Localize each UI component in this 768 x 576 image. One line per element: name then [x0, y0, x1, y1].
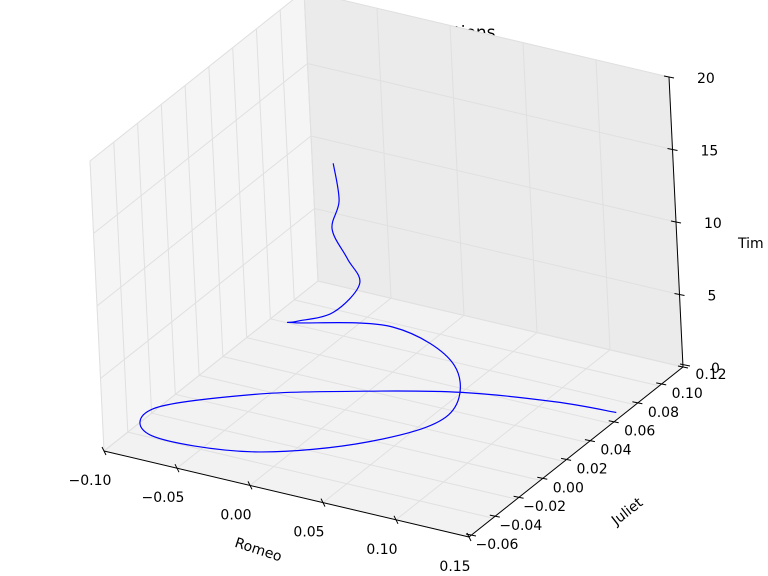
grid-line	[307, 63, 673, 150]
grid-line	[249, 315, 465, 486]
z-tick	[677, 365, 689, 369]
tick-labels: −0.10 −0.05 0.00 0.05 0.10 0.15 −0.06 −0.04 −0.0…	[69, 71, 727, 575]
grid-line	[96, 135, 312, 307]
x-tick-label: 0.05	[293, 525, 324, 541]
x-tick	[101, 446, 107, 456]
z-tick	[667, 148, 678, 151]
grid-line	[127, 431, 493, 519]
y-tick-label: −0.06	[476, 537, 519, 553]
x-tick-label: −0.10	[69, 473, 112, 489]
x-tick	[247, 481, 253, 490]
x-axis-line	[103, 450, 470, 538]
z-tick	[674, 293, 685, 296]
grid-line	[175, 393, 541, 481]
y-tick-label: −0.04	[499, 518, 542, 534]
series-group	[139, 163, 617, 453]
y-axis-label: Juliet	[608, 494, 647, 529]
x-tick	[320, 498, 326, 507]
z-tick-label: 20	[697, 71, 715, 87]
grid-line	[317, 280, 684, 368]
y-tick-label: 0.00	[553, 480, 584, 496]
tick-marks	[101, 75, 691, 542]
z-tick-label: 15	[701, 144, 719, 160]
grid-line	[93, 63, 308, 234]
y-tick-label: 0.02	[577, 461, 608, 477]
z-axis-label: Tim	[737, 236, 764, 252]
x-tick	[174, 463, 180, 473]
axis-panes	[89, 0, 684, 538]
x-tick	[393, 515, 399, 525]
z-tick	[663, 75, 675, 79]
grid-line	[395, 349, 611, 521]
y-tick	[561, 457, 572, 461]
grid-lines	[89, 0, 684, 538]
y-tick-label: 0.10	[672, 386, 703, 402]
y-tick-label: 0.12	[695, 367, 726, 383]
y-tick	[513, 495, 524, 499]
y-tick-label: 0.08	[648, 405, 679, 421]
y-tick	[632, 401, 643, 405]
y-tick	[537, 476, 548, 480]
y-tick	[656, 382, 667, 386]
grid-line	[89, 0, 294, 162]
y-tick-label: −0.02	[523, 499, 566, 515]
z-tick-label: 5	[708, 289, 717, 305]
x-tick-label: 0.00	[220, 507, 251, 523]
y-tick-label: 0.04	[600, 443, 631, 459]
z-tick-label: 10	[704, 216, 722, 232]
grid-line	[310, 135, 677, 223]
y-tick	[489, 514, 500, 518]
grid-line	[100, 208, 315, 379]
z-tick	[670, 220, 682, 224]
grid-line	[294, 299, 660, 387]
y-tick	[679, 363, 691, 367]
grid-line	[176, 297, 392, 469]
y-tick	[465, 533, 477, 537]
y-tick	[584, 439, 595, 443]
y-axis-line	[468, 366, 684, 538]
grid-line	[270, 318, 636, 406]
y-tick	[608, 420, 619, 424]
grid-line	[222, 356, 589, 444]
grid-line	[340, 0, 670, 78]
grid-line	[246, 337, 612, 425]
series-line	[139, 163, 617, 453]
z-tick-label: 0	[711, 361, 720, 377]
grid-line	[322, 332, 538, 503]
grid-line	[198, 374, 565, 462]
x-axis-label: Romeo	[233, 535, 284, 565]
grid-line	[151, 412, 517, 500]
y-tick-label: 0.06	[624, 424, 655, 440]
x-tick-label: −0.05	[142, 490, 185, 506]
x-tick-label: 0.10	[366, 542, 397, 558]
grid-line	[314, 208, 680, 295]
x-tick-label: 0.15	[439, 559, 470, 575]
